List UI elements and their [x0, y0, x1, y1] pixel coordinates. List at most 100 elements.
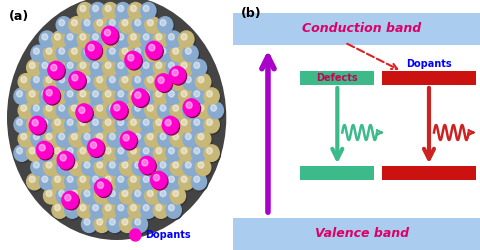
Circle shape — [145, 75, 161, 92]
Circle shape — [64, 202, 80, 218]
Circle shape — [59, 48, 64, 54]
Circle shape — [18, 102, 34, 119]
Circle shape — [107, 102, 122, 119]
Circle shape — [116, 118, 132, 134]
Circle shape — [147, 20, 153, 26]
Circle shape — [160, 162, 166, 168]
Circle shape — [109, 190, 115, 196]
Circle shape — [113, 104, 120, 111]
Circle shape — [153, 145, 168, 161]
Circle shape — [26, 145, 42, 161]
Circle shape — [130, 229, 141, 241]
Circle shape — [109, 20, 115, 26]
Circle shape — [147, 162, 153, 168]
Circle shape — [193, 176, 199, 182]
Circle shape — [46, 48, 52, 54]
Circle shape — [40, 32, 56, 49]
Circle shape — [84, 219, 90, 225]
Circle shape — [140, 60, 156, 76]
Circle shape — [95, 104, 110, 120]
Circle shape — [78, 32, 94, 49]
Circle shape — [170, 68, 186, 85]
Circle shape — [115, 31, 131, 48]
Circle shape — [57, 132, 72, 148]
Circle shape — [66, 146, 81, 162]
Circle shape — [192, 174, 207, 191]
Circle shape — [198, 162, 204, 168]
Circle shape — [90, 202, 105, 218]
Circle shape — [130, 5, 136, 12]
Circle shape — [29, 176, 35, 182]
Circle shape — [56, 45, 72, 62]
Circle shape — [54, 91, 60, 97]
Circle shape — [67, 204, 73, 211]
Circle shape — [45, 104, 60, 120]
Circle shape — [81, 17, 96, 33]
Circle shape — [104, 174, 119, 191]
Circle shape — [134, 162, 140, 168]
Circle shape — [14, 88, 29, 104]
Circle shape — [206, 119, 212, 126]
Circle shape — [105, 204, 111, 211]
Circle shape — [40, 89, 56, 106]
Circle shape — [142, 4, 157, 20]
Circle shape — [54, 176, 60, 182]
Circle shape — [128, 60, 143, 76]
Circle shape — [67, 148, 73, 154]
Circle shape — [119, 216, 134, 232]
Circle shape — [172, 105, 178, 111]
Circle shape — [90, 142, 96, 148]
Circle shape — [105, 148, 111, 154]
Circle shape — [95, 189, 110, 205]
Circle shape — [15, 89, 31, 106]
Circle shape — [166, 31, 181, 48]
Circle shape — [195, 130, 210, 147]
Circle shape — [94, 102, 109, 119]
Circle shape — [52, 31, 67, 48]
Circle shape — [130, 119, 136, 126]
Circle shape — [42, 148, 48, 154]
Circle shape — [77, 145, 93, 161]
Circle shape — [171, 46, 186, 63]
Circle shape — [120, 217, 136, 234]
Circle shape — [116, 32, 132, 49]
Circle shape — [158, 132, 174, 148]
Circle shape — [183, 75, 199, 92]
Circle shape — [115, 2, 131, 19]
Circle shape — [167, 146, 182, 162]
Circle shape — [143, 204, 149, 211]
Circle shape — [91, 203, 106, 220]
Circle shape — [143, 119, 149, 126]
Circle shape — [185, 162, 191, 168]
Circle shape — [185, 105, 191, 111]
Circle shape — [101, 26, 118, 44]
Circle shape — [72, 20, 77, 26]
Text: Defects: Defects — [316, 73, 358, 83]
Circle shape — [172, 76, 178, 83]
Circle shape — [115, 145, 131, 161]
Circle shape — [119, 17, 134, 33]
Circle shape — [147, 190, 153, 196]
Circle shape — [44, 88, 60, 105]
Circle shape — [112, 102, 128, 120]
Circle shape — [116, 174, 132, 191]
Circle shape — [191, 60, 206, 76]
Circle shape — [191, 173, 206, 190]
Circle shape — [178, 116, 193, 133]
Circle shape — [209, 104, 224, 120]
Circle shape — [108, 160, 123, 177]
Circle shape — [158, 189, 174, 205]
Circle shape — [157, 17, 172, 33]
Circle shape — [122, 219, 128, 225]
Circle shape — [90, 116, 105, 133]
Circle shape — [66, 32, 81, 49]
Circle shape — [105, 91, 111, 97]
Circle shape — [140, 88, 156, 104]
Circle shape — [39, 88, 55, 104]
Circle shape — [92, 62, 98, 68]
Circle shape — [17, 148, 23, 154]
Circle shape — [132, 102, 147, 119]
Circle shape — [70, 46, 85, 63]
Circle shape — [108, 18, 123, 34]
Circle shape — [183, 160, 199, 177]
